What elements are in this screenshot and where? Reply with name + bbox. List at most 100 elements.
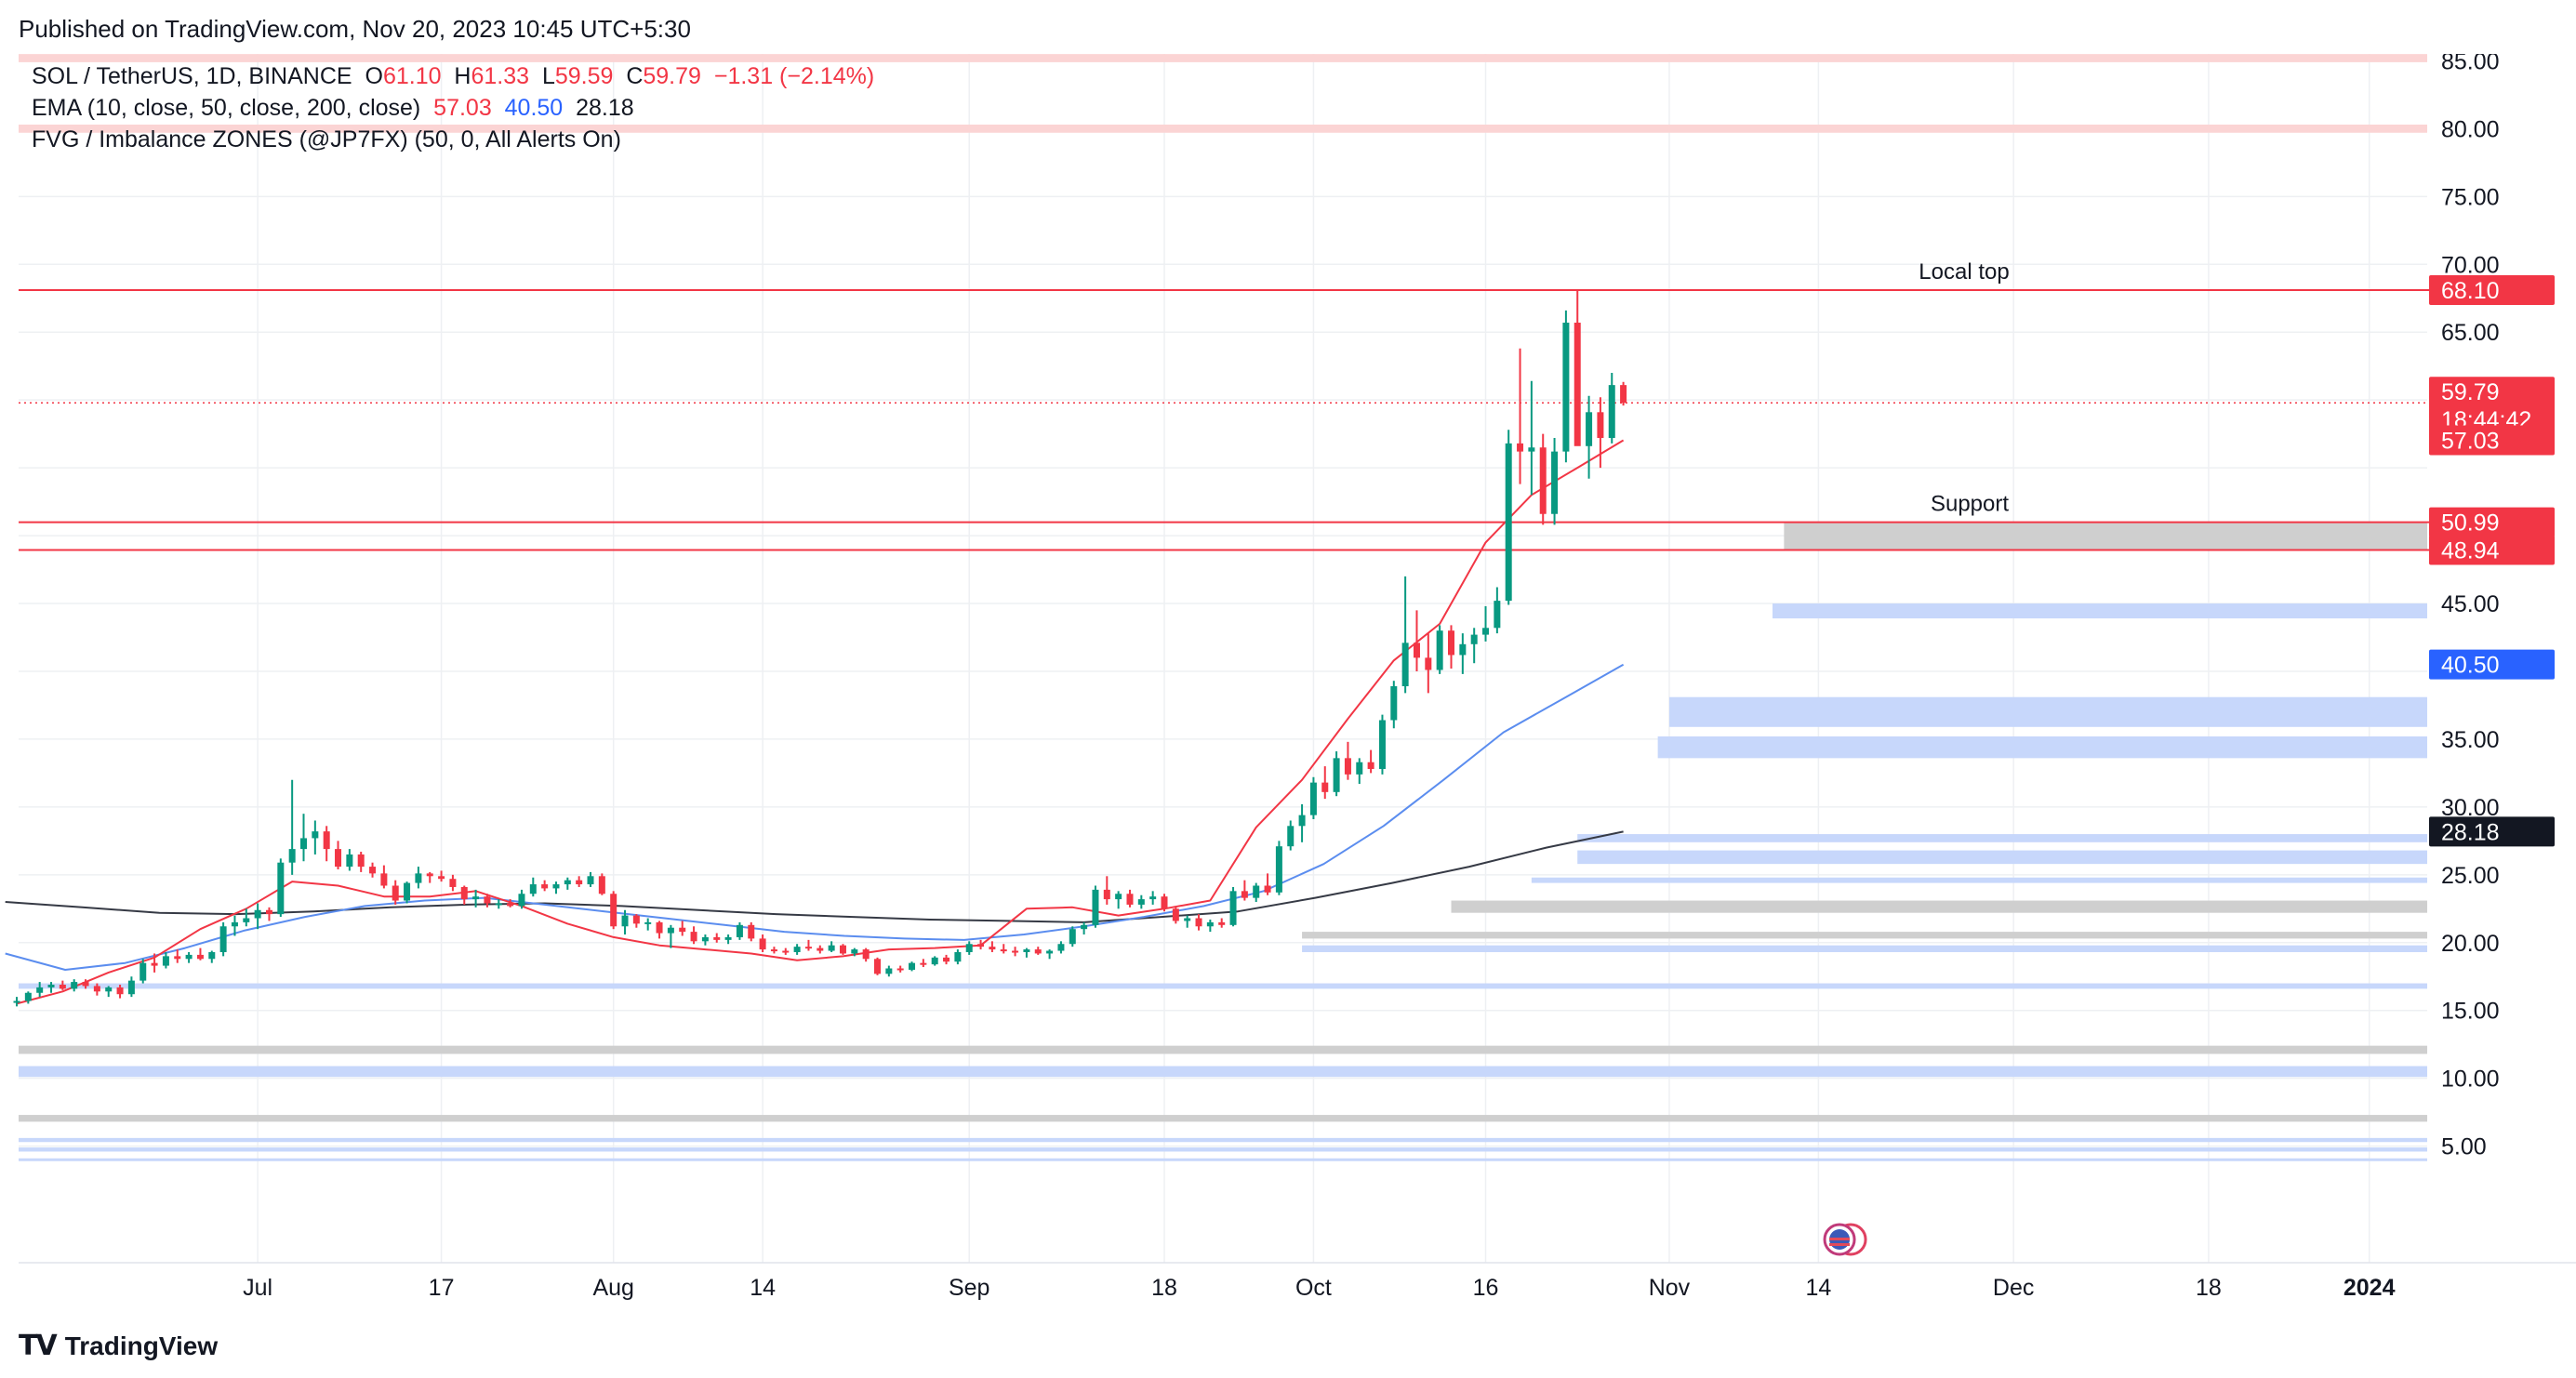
candle-body-down (1344, 758, 1351, 775)
price-tag-text: 28.18 (2441, 819, 2500, 845)
candle-body-up (1470, 634, 1478, 644)
candle-body-up (644, 921, 652, 924)
time-tick-label: 17 (429, 1275, 455, 1301)
candle-body-up (1229, 891, 1237, 925)
price-tick-label: 10.00 (2441, 1067, 2500, 1093)
candle-body-down (874, 959, 881, 974)
time-tick-label: Oct (1295, 1275, 1332, 1301)
fvg-zone-blue (19, 1066, 2427, 1078)
price-tag-text: 40.50 (2441, 653, 2500, 679)
candle-body-up (415, 873, 422, 883)
candle-body-down (1620, 385, 1627, 404)
candle-body-down (770, 949, 777, 952)
price-tag (2429, 425, 2555, 456)
candle-body-up (105, 987, 113, 992)
time-tick-label: 14 (1805, 1275, 1831, 1301)
chart-area[interactable]: Local top Support 85.00 80.00 75.00 70.00 65.… (0, 54, 2576, 1318)
fvg-zone-gray (1451, 900, 2427, 913)
candle-body-down (151, 962, 158, 966)
candle-body-up (404, 882, 411, 901)
candle-body-up (1401, 643, 1409, 687)
price-tag-text: 48.94 (2441, 538, 2500, 564)
fvg-zone-blue (1657, 736, 2427, 759)
candle-body-down (484, 896, 491, 904)
legend-fvg-label[interactable]: FVG / Imbalance ZONES (@JP7FX) (50, 0, A… (32, 126, 621, 152)
candle-body-down (748, 924, 755, 939)
candlestick-chart[interactable]: Local top Support 85.00 80.00 75.00 70.00 65.… (0, 54, 2576, 1318)
candle-body-up (793, 947, 801, 952)
candle-body-down (1425, 657, 1432, 670)
price-tag (2429, 507, 2555, 537)
ema50-line (5, 663, 1625, 971)
candle-body-up (127, 980, 135, 995)
price-tag (2429, 535, 2555, 565)
time-tick-label: Jul (243, 1275, 272, 1301)
candle-body-up (1459, 643, 1467, 656)
candle-body-down (679, 927, 686, 933)
candle-body-up (1482, 628, 1490, 635)
candle-body-down (460, 886, 468, 900)
price-tick-label: 80.00 (2441, 116, 2500, 142)
legend-symbol[interactable]: SOL / TetherUS, 1D, BINANCE (32, 63, 352, 89)
price-tick-label: 75.00 (2441, 184, 2500, 210)
price-tick-label: 85.00 (2441, 54, 2500, 74)
candle-body-up (736, 924, 743, 937)
candle-body-down (576, 880, 583, 885)
time-axis: Jul 17 Aug 14 Sep 18 Oct 16 Nov 14 Dec 18 2024 (243, 1275, 2395, 1301)
candle-body-down (817, 947, 824, 951)
legend-ema-label[interactable]: EMA (10, close, 50, close, 200, close) (32, 95, 421, 121)
price-tag-text: 57.03 (2441, 429, 2500, 455)
price-tick-label: 5.00 (2441, 1134, 2487, 1160)
candle-body-up (185, 954, 193, 960)
candle-body-up (1057, 944, 1065, 951)
candle-body-up (1046, 950, 1054, 954)
candle-body-down (82, 982, 89, 987)
candle-body-down (1573, 323, 1581, 446)
flag-stripe (1829, 1238, 1851, 1240)
price-tick-label: 45.00 (2441, 591, 2500, 617)
candle-body-down (449, 879, 457, 887)
time-tick-label: 18 (1151, 1275, 1177, 1301)
candle-body-down (977, 944, 985, 947)
fvg-zone-blue (1668, 696, 2427, 727)
legend-low-label: L (541, 63, 555, 89)
legend-ema200-value: 28.18 (576, 95, 634, 121)
candle-body-up (243, 918, 250, 922)
candle-body-up (1436, 630, 1443, 670)
candle-body-up (1494, 601, 1501, 629)
candle-body-down (1195, 918, 1202, 927)
fvg-zone-blue (19, 1147, 2427, 1152)
candle-body-up (1069, 929, 1076, 945)
price-tag (2429, 649, 2555, 680)
candle-body-up (1356, 762, 1363, 775)
candle-body-down (323, 831, 330, 850)
candle-body-up (1149, 896, 1157, 900)
legend-ema50-value: 40.50 (504, 95, 564, 121)
candle-body-down (335, 849, 342, 868)
ema10-line (16, 439, 1625, 1005)
candle-body-up (931, 957, 938, 965)
footer-brand[interactable]: TV TradingView (19, 1330, 218, 1362)
time-tick-label: 14 (750, 1275, 776, 1301)
candle-body-up (139, 962, 147, 981)
fvg-zone-blue (19, 983, 2427, 989)
candle-body-up (1586, 412, 1593, 446)
candle-body-up (1092, 889, 1099, 925)
candle-body-up (1551, 451, 1559, 514)
candle-body-down (392, 885, 399, 901)
price-tick-label: 15.00 (2441, 999, 2500, 1025)
legend-ema-row: EMA (10, close, 50, close, 200, close) 5… (32, 95, 634, 122)
candle-body-up (885, 968, 893, 974)
flag-stripe (1829, 1243, 1851, 1246)
candle-body-up (1115, 894, 1122, 900)
candle-body-up (724, 936, 732, 940)
legend-open-value: 61.10 (382, 63, 442, 89)
candle-body-up (621, 915, 629, 927)
price-tag (2429, 275, 2555, 305)
candle-body-down (862, 949, 870, 960)
candle-body-up (1378, 720, 1386, 770)
candle-body-down (804, 947, 812, 949)
candle-body-up (495, 903, 502, 906)
time-tick-label: Nov (1649, 1275, 1691, 1301)
candle-body-down (507, 903, 514, 907)
